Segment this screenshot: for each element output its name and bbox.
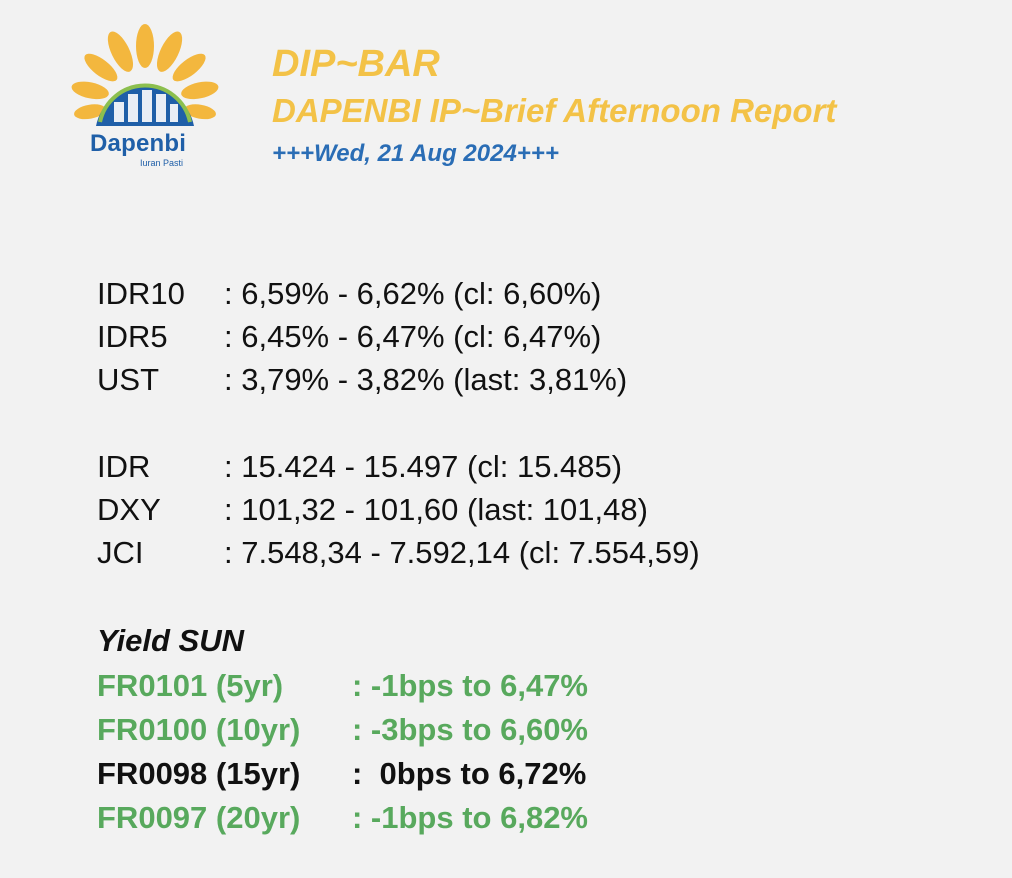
yield-sun-heading: Yield SUN (97, 623, 244, 658)
report-subtitle: DAPENBI IP~Brief Afternoon Report (272, 92, 837, 129)
market-value: : 101,32 - 101,60 (last: 101,48) (224, 492, 648, 527)
market-label: DXY (97, 492, 161, 527)
report-title: DIP~BAR (272, 43, 440, 85)
yield-value: : 6,45% - 6,47% (cl: 6,47%) (224, 319, 602, 354)
yield-row: IDR5 : 6,45% - 6,47% (cl: 6,47%) (97, 315, 627, 358)
sun-row: FR0097 (20yr) : -1bps to 6,82% (97, 796, 588, 840)
sun-series-value: : -3bps to 6,60% (352, 712, 588, 747)
yield-sun-section: FR0101 (5yr) : -1bps to 6,47% FR0100 (10y… (97, 664, 588, 840)
yield-row: IDR10 : 6,59% - 6,62% (cl: 6,60%) (97, 272, 627, 315)
sun-series-label: FR0098 (15yr) (97, 756, 301, 791)
yield-row: UST : 3,79% - 3,82% (last: 3,81%) (97, 358, 627, 401)
market-value: : 7.548,34 - 7.592,14 (cl: 7.554,59) (224, 535, 700, 570)
yield-label: UST (97, 362, 159, 397)
yield-label: IDR5 (97, 319, 168, 354)
sun-row: FR0098 (15yr) : 0bps to 6,72% (97, 752, 588, 796)
yield-label: IDR10 (97, 276, 185, 311)
market-row: DXY : 101,32 - 101,60 (last: 101,48) (97, 488, 700, 531)
sun-series-value: : -1bps to 6,82% (352, 800, 588, 835)
market-label: IDR (97, 449, 151, 484)
market-section: IDR : 15.424 - 15.497 (cl: 15.485) DXY : 1… (97, 445, 700, 574)
report-header: DIP~BAR DAPENBI IP~Brief Afternoon Repor… (272, 40, 836, 174)
yield-value: : 3,79% - 3,82% (last: 3,81%) (224, 362, 628, 397)
report-date: +++Wed, 21 Aug 2024+++ (272, 140, 559, 167)
market-row: JCI : 7.548,34 - 7.592,14 (cl: 7.554,59) (97, 531, 700, 574)
sun-row: FR0100 (10yr) : -3bps to 6,60% (97, 708, 588, 752)
dapenbi-logo: Dapenbi Iuran Pasti (48, 24, 242, 180)
sun-row: FR0101 (5yr) : -1bps to 6,47% (97, 664, 588, 708)
sun-series-label: FR0101 (5yr) (97, 668, 284, 703)
sun-series-label: FR0097 (20yr) (97, 800, 301, 835)
yield-value: : 6,59% - 6,62% (cl: 6,60%) (224, 276, 602, 311)
market-row: IDR : 15.424 - 15.497 (cl: 15.485) (97, 445, 700, 488)
sun-series-value: : -1bps to 6,47% (352, 668, 588, 703)
bond-yields-section: IDR10 : 6,59% - 6,62% (cl: 6,60%) IDR5 : 6… (97, 272, 627, 401)
sunburst-building-logo-icon (71, 24, 219, 126)
logo-name: Dapenbi (90, 130, 187, 157)
sun-series-value: : 0bps to 6,72% (352, 756, 587, 791)
sun-series-label: FR0100 (10yr) (97, 712, 301, 747)
market-value: : 15.424 - 15.497 (cl: 15.485) (224, 449, 623, 484)
market-label: JCI (97, 535, 144, 570)
logo-tagline: Iuran Pasti (140, 158, 184, 168)
